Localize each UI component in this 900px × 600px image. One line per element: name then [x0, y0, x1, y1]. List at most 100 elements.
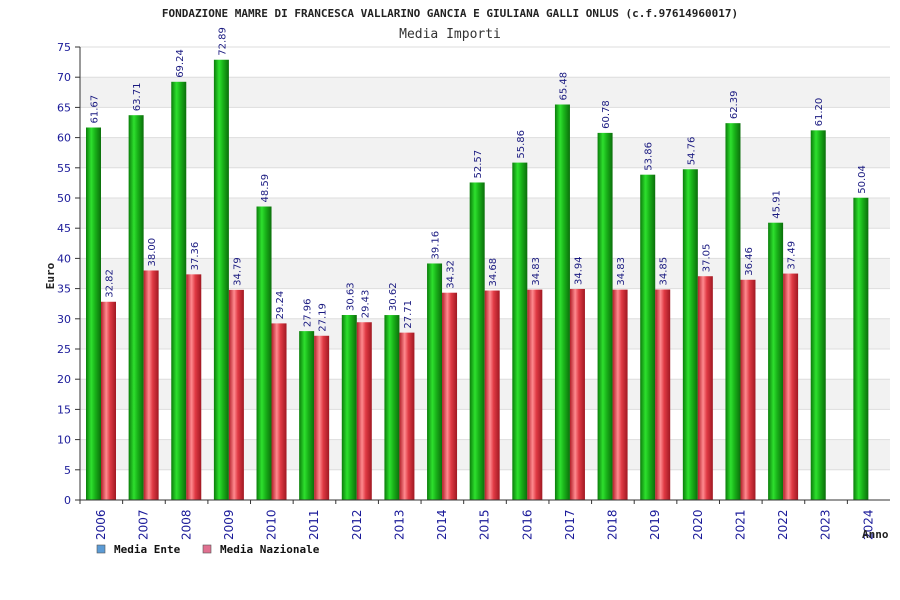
bar-nazionale-2007 — [143, 270, 159, 500]
y-tick-label: 15 — [57, 403, 71, 416]
data-label: 34.85 — [659, 257, 670, 286]
bar-ente-2015 — [469, 182, 485, 500]
bar-nazionale-2021 — [740, 279, 756, 500]
y-tick-label: 35 — [57, 283, 71, 296]
y-axis-ticks: 0 5 10 15 20 25 30 35 40 45 50 55 60 65 70 75 — [57, 41, 80, 507]
data-label: 65.48 — [558, 72, 569, 101]
bar-ente-2017 — [554, 104, 570, 501]
chart-subtitle: Media Importi — [399, 27, 501, 42]
data-label: 54.76 — [686, 137, 697, 166]
bar-ente-2008 — [171, 81, 187, 500]
x-tick-label-2019: 2019 — [648, 509, 662, 540]
bar-ente-2006 — [86, 127, 101, 501]
x-axis-label: Anno — [862, 528, 889, 541]
y-tick-label: 10 — [57, 434, 71, 447]
data-label: 61.20 — [814, 98, 825, 127]
data-label: 30.62 — [388, 282, 399, 311]
x-tick-label-2008: 2008 — [179, 509, 193, 540]
y-tick-label: 0 — [64, 494, 71, 507]
data-label: 32.82 — [105, 269, 116, 298]
x-tick-label-2017: 2017 — [563, 509, 577, 540]
x-tick-label-2020: 2020 — [691, 509, 705, 540]
bar-ente-2014 — [427, 263, 443, 500]
plot-band — [80, 77, 890, 108]
bar-ente-2020 — [682, 169, 698, 500]
data-label: 27.19 — [318, 303, 329, 332]
y-tick-label: 40 — [57, 252, 71, 265]
data-label: 27.71 — [403, 300, 414, 329]
bar-nazionale-2012 — [356, 322, 372, 500]
data-label: 50.04 — [857, 165, 868, 194]
bar-nazionale-2022 — [783, 273, 799, 500]
legend-swatch-ente — [96, 544, 106, 554]
x-tick-label-2012: 2012 — [350, 509, 364, 540]
data-label: 45.91 — [772, 190, 783, 219]
bar-nazionale-2019 — [655, 289, 671, 500]
x-tick-label-2007: 2007 — [137, 509, 151, 540]
bar-ente-2013 — [384, 315, 400, 500]
data-label: 53.86 — [644, 142, 655, 171]
bar-ente-2010 — [256, 206, 272, 500]
y-axis-label: Euro — [44, 262, 57, 289]
data-label: 36.46 — [744, 247, 755, 276]
x-tick-label-2023: 2023 — [819, 509, 833, 540]
bar-ente-2007 — [128, 115, 144, 501]
x-tick-label-2013: 2013 — [392, 509, 406, 540]
bar-ente-2021 — [725, 123, 741, 500]
data-label: 39.16 — [431, 231, 442, 260]
data-label: 63.71 — [132, 83, 143, 112]
bar-nazionale-2013 — [399, 332, 415, 500]
legend-swatch-nazionale — [202, 544, 212, 554]
y-tick-label: 60 — [57, 132, 71, 145]
y-tick-label: 30 — [57, 313, 71, 326]
y-tick-label: 65 — [57, 101, 71, 114]
y-tick-label: 5 — [64, 464, 71, 477]
bar-ente-2018 — [597, 132, 613, 500]
data-label: 52.57 — [473, 150, 484, 179]
x-tick-label-2018: 2018 — [606, 509, 620, 540]
data-label: 34.68 — [488, 258, 499, 287]
y-tick-label: 50 — [57, 192, 71, 205]
data-label: 34.94 — [573, 256, 584, 285]
bar-nazionale-2006 — [101, 301, 116, 500]
bar-ente-2024 — [853, 197, 869, 500]
data-label: 34.83 — [616, 257, 627, 286]
data-label: 37.05 — [701, 244, 712, 273]
bar-nazionale-2008 — [186, 274, 202, 500]
x-tick-label-2016: 2016 — [520, 509, 534, 540]
legend-label-ente: Media Ente — [114, 543, 181, 556]
y-tick-label: 45 — [57, 222, 71, 235]
x-tick-label-2009: 2009 — [222, 509, 236, 540]
x-tick-label-2022: 2022 — [776, 509, 790, 540]
x-tick-label-2021: 2021 — [733, 509, 747, 540]
data-label: 48.59 — [260, 174, 271, 203]
legend: Media Ente Media Nazionale — [96, 543, 320, 556]
bar-ente-2019 — [640, 174, 656, 500]
plot-band — [80, 137, 890, 168]
data-label: 27.96 — [303, 298, 314, 327]
data-label: 62.39 — [729, 91, 740, 120]
data-label: 29.24 — [275, 291, 286, 320]
x-tick-label-2014: 2014 — [435, 509, 449, 540]
data-label: 37.49 — [787, 241, 798, 270]
x-axis-ticks: 2006 2007 2008 2009 2010 2011 2012 2013 2014 2015… — [79, 500, 875, 540]
bar-nazionale-2016 — [527, 289, 543, 500]
chart-title: FONDAZIONE MAMRE DI FRANCESCA VALLARINO … — [162, 7, 738, 20]
data-label: 38.00 — [147, 238, 158, 267]
bar-ente-2012 — [341, 314, 357, 500]
bar-ente-2011 — [299, 331, 315, 500]
bar-ente-2016 — [512, 162, 528, 501]
bar-nazionale-2015 — [484, 290, 500, 500]
bar-nazionale-2017 — [569, 288, 585, 500]
data-label: 29.43 — [360, 290, 371, 319]
bar-nazionale-2010 — [271, 323, 287, 500]
bar-nazionale-2020 — [697, 276, 713, 500]
data-label: 61.67 — [90, 95, 101, 124]
bar-ente-2022 — [768, 222, 784, 500]
bars — [86, 59, 869, 501]
bar-nazionale-2011 — [314, 335, 330, 500]
data-label: 55.86 — [516, 130, 527, 159]
data-label: 34.79 — [232, 257, 243, 286]
legend-label-nazionale: Media Nazionale — [220, 543, 320, 556]
